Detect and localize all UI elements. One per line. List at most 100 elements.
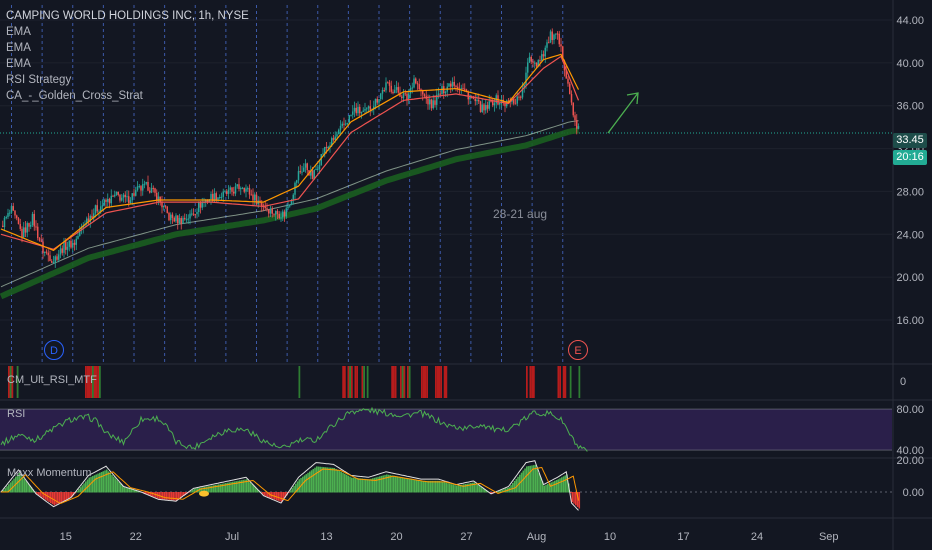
- legend-indicator-ema-2[interactable]: EMA: [6, 42, 31, 54]
- candle-body: [367, 106, 370, 109]
- momentum-bar: [447, 483, 449, 493]
- candle-body: [250, 194, 252, 196]
- ult-rsi-red-bar: [344, 366, 346, 398]
- candle-body: [357, 106, 359, 114]
- candle-body: [103, 199, 105, 206]
- momentum-bar: [548, 483, 551, 493]
- price-tick-label: 44.00: [896, 15, 924, 27]
- candle-body: [303, 167, 305, 172]
- price-tick-label: 28.00: [896, 186, 924, 198]
- candle-body: [248, 188, 251, 195]
- candle-body: [521, 88, 524, 98]
- candle-body: [492, 101, 494, 106]
- momentum-bar: [18, 472, 21, 493]
- candle-body: [516, 96, 518, 104]
- momentum-bar: [184, 492, 187, 495]
- legend-indicator-ema-3[interactable]: EMA: [6, 58, 31, 70]
- candle-body: [320, 154, 322, 166]
- legend-indicator-rsi-strategy[interactable]: RSI Strategy: [6, 74, 72, 86]
- candle-body: [54, 256, 56, 263]
- candle-body: [485, 104, 487, 111]
- momentum-bar: [410, 478, 413, 493]
- candle-body: [12, 206, 14, 211]
- candle-body: [149, 190, 151, 193]
- candle-body: [10, 206, 13, 213]
- candle-body: [289, 204, 291, 207]
- momentum-bar: [489, 492, 491, 493]
- candle-body: [147, 181, 149, 191]
- ult-rsi-red-bar: [85, 366, 87, 398]
- momentum-bar: [36, 492, 38, 495]
- momentum-bar: [83, 483, 85, 493]
- candle-body: [72, 242, 74, 248]
- momentum-bar: [496, 491, 498, 493]
- candle-body: [394, 89, 396, 94]
- candle-body: [131, 193, 133, 201]
- time-tick-label: Aug: [527, 531, 547, 543]
- momentum-bar: [431, 480, 434, 493]
- momentum-bar: [331, 467, 334, 493]
- candle-body: [576, 120, 578, 129]
- candle-body: [324, 147, 326, 154]
- momentum-bar: [226, 482, 229, 493]
- momentum-bar: [412, 479, 414, 493]
- momentum-bar: [566, 474, 568, 493]
- momentum-bar: [111, 474, 113, 493]
- momentum-bar: [148, 492, 150, 496]
- momentum-bar: [99, 472, 101, 493]
- chart-title[interactable]: CAMPING WORLD HOLDINGS INC, 1h, NYSE: [6, 10, 249, 22]
- momentum-bar: [359, 478, 362, 493]
- candle-body: [453, 81, 455, 86]
- momentum-bar: [240, 480, 243, 493]
- pane-label-momentum[interactable]: Maxx Momentum: [7, 467, 92, 479]
- legend-indicator-ema-1[interactable]: EMA: [6, 26, 31, 38]
- time-tick-label: 20: [390, 531, 402, 543]
- candle-body: [2, 225, 4, 228]
- momentum-bar: [473, 482, 476, 493]
- ult-rsi-red-bar: [424, 366, 427, 398]
- momentum-bar: [400, 476, 402, 493]
- momentum-bar: [424, 480, 427, 493]
- candle-body: [101, 205, 104, 207]
- pane-label-ult-rsi[interactable]: CM_Ult_RSI_MTF: [7, 374, 97, 386]
- momentum-bar: [445, 482, 448, 493]
- momentum-bar: [93, 475, 96, 493]
- ema-slow-band: [0, 127, 579, 300]
- event-marker-e[interactable]: E: [568, 340, 588, 360]
- legend-indicator-golden-cross[interactable]: CA_-_Golden_Cross_Strat: [6, 90, 143, 102]
- momentum-bar: [37, 492, 40, 496]
- candle-body: [254, 194, 256, 201]
- pane-label-rsi[interactable]: RSI: [7, 408, 26, 420]
- momentum-bar: [23, 479, 26, 493]
- momentum-bar: [550, 482, 553, 493]
- candle-body: [220, 196, 223, 198]
- event-marker-d[interactable]: D: [44, 340, 64, 360]
- momentum-bar: [167, 492, 169, 500]
- ult-rsi-red-bar: [443, 366, 446, 398]
- ult-rsi-green-bar: [366, 366, 369, 398]
- candle-body: [5, 216, 7, 218]
- ema-slow-line: [0, 120, 579, 288]
- candle-body: [299, 171, 301, 173]
- momentum-bar: [503, 489, 505, 493]
- candle-body: [380, 93, 382, 100]
- momentum-bar: [436, 480, 439, 493]
- candle-body: [451, 81, 454, 87]
- candle-body: [245, 188, 247, 192]
- momentum-bar: [569, 492, 572, 494]
- candle-body: [336, 134, 338, 137]
- momentum-bar: [114, 478, 117, 493]
- momentum-bar: [338, 470, 341, 493]
- candle-body: [192, 213, 195, 215]
- trend-arrow: [607, 92, 639, 134]
- candle-body: [392, 91, 394, 94]
- momentum-bar: [113, 476, 115, 493]
- momentum-bar: [81, 485, 84, 493]
- candle-body: [63, 241, 65, 253]
- candle-body: [91, 215, 93, 219]
- time-tick-label: 10: [604, 531, 616, 543]
- candle-body: [31, 213, 34, 226]
- momentum-bar: [387, 474, 390, 493]
- momentum-bar: [41, 492, 43, 498]
